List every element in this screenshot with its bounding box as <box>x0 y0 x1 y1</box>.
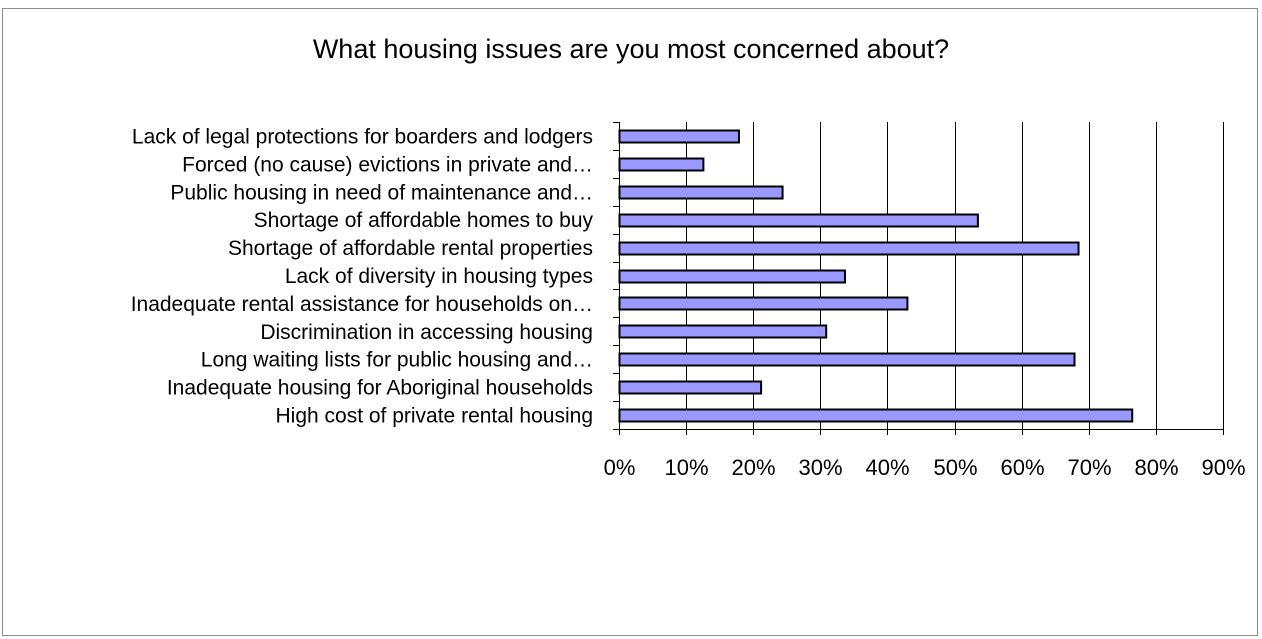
category-label: Forced (no cause) evictions in private a… <box>182 153 593 176</box>
bar <box>618 213 979 228</box>
x-tick-label: 60% <box>1000 455 1044 480</box>
x-tick-label: 40% <box>865 455 909 480</box>
bar <box>618 129 740 144</box>
x-tick-label: 90% <box>1201 455 1245 480</box>
category-label: Public housing in need of maintenance an… <box>170 181 593 204</box>
bars <box>618 129 1134 423</box>
bar <box>618 269 846 284</box>
category-label: Lack of diversity in housing types <box>285 265 593 288</box>
category-label: Inadequate housing for Aboriginal househ… <box>167 377 593 400</box>
category-labels: Lack of legal protections for boarders a… <box>131 125 594 427</box>
x-tick-label: 70% <box>1067 455 1111 480</box>
category-label: High cost of private rental housing <box>275 405 593 428</box>
x-tick-labels: 0% 10% 20% 30% 40% 50% 60% 70% 80% 90% <box>604 455 1246 480</box>
bar <box>618 157 705 172</box>
bar <box>618 241 1080 256</box>
x-tick-label: 50% <box>933 455 977 480</box>
x-tick-label: 20% <box>731 455 775 480</box>
x-tick-label: 0% <box>604 455 636 480</box>
bar <box>618 352 1076 367</box>
category-label: Shortage of affordable homes to buy <box>254 209 594 232</box>
category-label: Shortage of affordable rental properties <box>228 237 593 260</box>
category-label: Long waiting lists for public housing an… <box>201 349 593 372</box>
x-tick-label: 80% <box>1134 455 1178 480</box>
bar <box>618 408 1134 423</box>
bar <box>618 296 909 311</box>
category-label: Inadequate rental assistance for househo… <box>131 293 593 316</box>
category-label: Lack of legal protections for boarders a… <box>132 125 593 148</box>
category-label: Discrimination in accessing housing <box>260 321 593 344</box>
x-tick-label: 30% <box>798 455 842 480</box>
bar <box>618 380 763 395</box>
chart-frame <box>2 8 1258 636</box>
chart-title: What housing issues are you most concern… <box>312 34 950 64</box>
bar <box>618 185 784 200</box>
x-tick-label: 10% <box>664 455 708 480</box>
bar <box>618 324 828 339</box>
